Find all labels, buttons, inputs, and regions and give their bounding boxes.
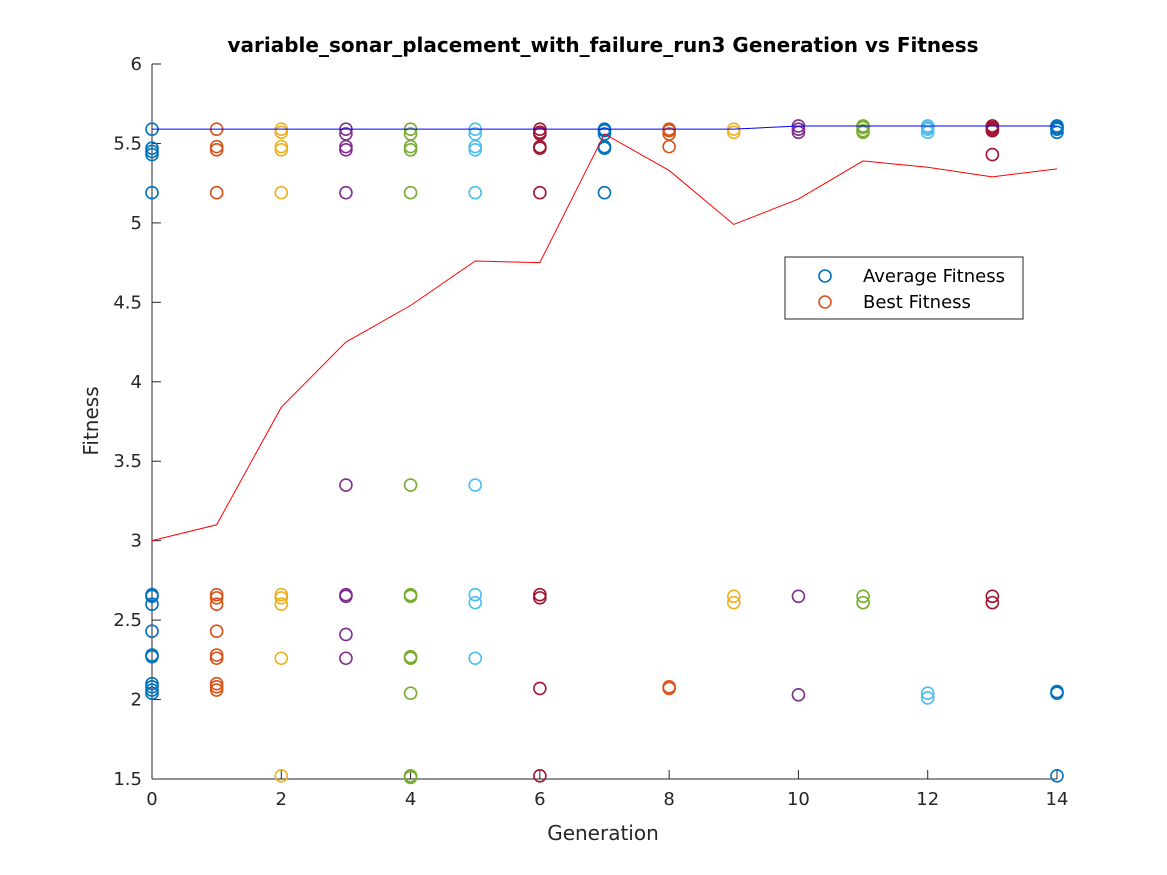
scatter-point bbox=[1050, 686, 1064, 701]
scatter-point bbox=[985, 147, 1000, 162]
x-tick-label: 4 bbox=[405, 789, 416, 810]
legend-marker bbox=[818, 269, 832, 283]
scatter-point bbox=[403, 651, 418, 666]
scatter-point bbox=[403, 478, 418, 492]
legend-marker bbox=[818, 295, 832, 309]
scatter-point bbox=[403, 143, 418, 157]
scatter-point bbox=[856, 595, 870, 610]
y-tick-label: 1.5 bbox=[113, 769, 142, 790]
y-tick-label: 3 bbox=[131, 531, 142, 552]
scatter-point bbox=[662, 139, 676, 154]
scatter-point bbox=[274, 125, 289, 140]
scatter-point bbox=[209, 185, 224, 200]
scatter-point bbox=[985, 595, 1000, 610]
scatter-point bbox=[145, 589, 159, 604]
scatter-point bbox=[274, 597, 289, 612]
x-tick-label: 10 bbox=[787, 789, 810, 810]
scatter-point bbox=[985, 123, 1000, 138]
y-axis-label: Fitness bbox=[79, 386, 103, 455]
x-axis-label: Generation bbox=[547, 821, 659, 845]
scatter-point bbox=[403, 185, 418, 200]
x-tick-label: 6 bbox=[534, 789, 545, 810]
scatter-point bbox=[209, 591, 224, 605]
y-tick-label: 4 bbox=[131, 372, 142, 393]
scatter-point bbox=[920, 686, 935, 701]
y-tick-label: 3.5 bbox=[113, 451, 142, 472]
scatter-point bbox=[533, 769, 547, 783]
scatter-point bbox=[145, 686, 159, 701]
series-line-average-fitness bbox=[151, 133, 1058, 542]
scatter-point bbox=[1050, 769, 1064, 783]
scatter-point bbox=[726, 589, 741, 604]
scatter-point bbox=[533, 681, 547, 696]
scatter-point bbox=[662, 681, 676, 696]
scatter-point bbox=[533, 185, 547, 200]
scatter-point bbox=[209, 143, 224, 157]
scatter-point bbox=[726, 595, 741, 610]
scatter-point bbox=[209, 597, 224, 612]
scatter-point bbox=[339, 478, 353, 492]
scatter-point bbox=[597, 141, 612, 156]
legend-label: Best Fitness bbox=[863, 292, 971, 313]
scatter-point bbox=[468, 185, 483, 200]
scatter-point bbox=[274, 769, 289, 783]
scatter-point bbox=[726, 125, 741, 140]
x-tick-label: 12 bbox=[916, 789, 939, 810]
scatter-point bbox=[597, 185, 612, 200]
scatter-point bbox=[145, 624, 159, 639]
scatter-point bbox=[274, 591, 289, 605]
chart-title: variable_sonar_placement_with_failure_ru… bbox=[227, 33, 978, 57]
scatter-point bbox=[209, 683, 224, 697]
scatter-point bbox=[339, 143, 353, 157]
series-line-best-fitness bbox=[152, 125, 1057, 130]
scatter-point bbox=[403, 686, 418, 701]
scatter-point bbox=[274, 651, 289, 666]
scatter-point bbox=[145, 147, 159, 162]
x-tick-label: 2 bbox=[276, 789, 287, 810]
scatter-point bbox=[985, 589, 1000, 604]
legend: Average Fitness Best Fitness bbox=[784, 256, 1024, 320]
scatter-point bbox=[468, 143, 483, 157]
scatter-point bbox=[209, 651, 224, 666]
scatter-point bbox=[145, 649, 159, 664]
scatter-point bbox=[920, 691, 935, 705]
y-tick-label: 2.5 bbox=[113, 610, 142, 631]
scatter-point bbox=[468, 651, 483, 666]
scatter-point bbox=[468, 595, 483, 610]
scatter-point bbox=[856, 589, 870, 604]
y-tick-label: 4.5 bbox=[113, 292, 142, 313]
scatter-point bbox=[403, 770, 418, 785]
scatter-point bbox=[339, 589, 353, 604]
scatter-point bbox=[468, 478, 483, 492]
scatter-point bbox=[533, 591, 547, 605]
y-tick-label: 5.5 bbox=[113, 133, 142, 154]
x-tick-label: 8 bbox=[663, 789, 674, 810]
plot-area: 0 2 4 6 8 10 12 14 1.5 2 2.5 3 3.5 4 4.5 5 5.5 6 bbox=[113, 54, 1068, 810]
scatter-point bbox=[339, 185, 353, 200]
scatter-point bbox=[791, 687, 806, 702]
legend-label: Average Fitness bbox=[863, 266, 1005, 287]
y-tick-label: 5 bbox=[131, 213, 142, 234]
scatter-point bbox=[791, 589, 806, 604]
scatter-point bbox=[468, 587, 483, 602]
scatter-point bbox=[145, 185, 159, 200]
scatter-point bbox=[533, 141, 547, 156]
y-tick-label: 6 bbox=[131, 54, 142, 75]
x-tick-label: 14 bbox=[1046, 789, 1069, 810]
scatter-point bbox=[403, 589, 418, 604]
scatter-point bbox=[209, 624, 224, 639]
y-tick-label: 2 bbox=[131, 690, 142, 711]
scatter-point bbox=[274, 185, 289, 200]
scatter-point bbox=[339, 651, 353, 666]
x-tick-label: 0 bbox=[146, 789, 157, 810]
scatter-point bbox=[145, 597, 159, 612]
scatter-point bbox=[274, 143, 289, 157]
scatter-point bbox=[339, 627, 353, 642]
